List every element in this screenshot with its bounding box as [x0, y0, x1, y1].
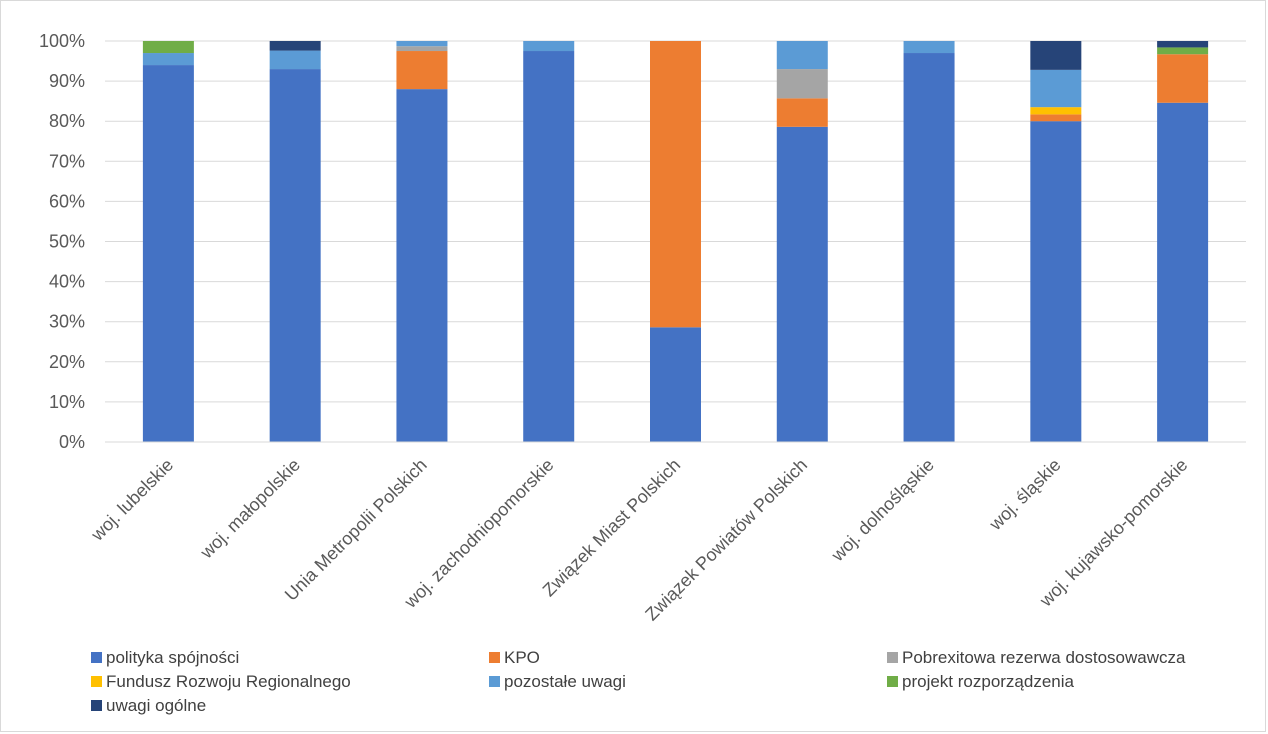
bar-segment — [650, 41, 701, 328]
legend-label: polityka spójności — [106, 648, 239, 667]
y-tick-label: 50% — [49, 232, 85, 252]
legend-item: polityka spójności — [91, 648, 239, 667]
legend-item: KPO — [489, 648, 540, 667]
y-tick-label: 80% — [49, 111, 85, 131]
bar-segment — [903, 53, 955, 442]
bar-segment — [650, 327, 701, 442]
legend-item: projekt rozporządzenia — [887, 672, 1075, 691]
bar-segment — [269, 50, 321, 70]
bar-segment — [776, 98, 828, 127]
bar-segment — [142, 53, 194, 66]
bar-segment — [1030, 114, 1082, 122]
legend-swatch — [91, 700, 102, 711]
bar-segment — [396, 41, 448, 47]
bar-segment — [142, 65, 194, 442]
y-tick-label: 10% — [49, 392, 85, 412]
y-tick-label: 40% — [49, 272, 85, 292]
legend-label: projekt rozporządzenia — [902, 672, 1075, 691]
bar-segment — [1030, 107, 1082, 115]
bar-segment — [1157, 102, 1209, 442]
legend-swatch — [91, 652, 102, 663]
x-tick-label: woj. lubelskie — [87, 455, 178, 546]
legend-item: Pobrexitowa rezerwa dostosowawcza — [887, 648, 1186, 667]
y-tick-label: 30% — [49, 312, 85, 332]
y-tick-label: 70% — [49, 151, 85, 171]
legend-swatch — [887, 676, 898, 687]
x-tick-label: woj. małopolskie — [196, 455, 304, 563]
bar-segment — [523, 41, 575, 52]
bar-segment — [396, 51, 448, 90]
legend-label: Pobrexitowa rezerwa dostosowawcza — [902, 648, 1186, 667]
x-tick-label: woj. kujawsko-pomorskie — [1035, 455, 1191, 611]
legend-swatch — [91, 676, 102, 687]
bar-segment — [269, 69, 321, 442]
y-tick-label: 100% — [39, 31, 85, 51]
legend-swatch — [489, 676, 500, 687]
bar-segment — [776, 126, 828, 443]
bar-segment — [396, 46, 448, 52]
bars — [142, 41, 1209, 443]
x-tick-label: woj. zachodniopomorskie — [400, 455, 558, 613]
bar-segment — [1030, 121, 1082, 442]
bar-segment — [1157, 54, 1209, 103]
legend: polityka spójności KPO Pobrexitowa rezerwa… — [91, 648, 1186, 715]
x-tick-label: woj. dolnośląskie — [827, 455, 938, 566]
bar-segment — [776, 41, 828, 70]
bar-segment — [396, 89, 448, 443]
x-tick-label: Unia Metropolii Polskich — [281, 455, 431, 605]
y-tick-label: 90% — [49, 71, 85, 91]
bar-segment — [142, 41, 194, 54]
bar-segment — [1157, 47, 1209, 55]
legend-item: uwagi ogólne — [91, 696, 206, 715]
legend-label: KPO — [504, 648, 540, 667]
legend-label: Fundusz Rozwoju Regionalnego — [106, 672, 351, 691]
y-tick-label: 60% — [49, 191, 85, 211]
bar-segment — [1030, 69, 1082, 108]
legend-swatch — [887, 652, 898, 663]
x-tick-label: woj. śląskie — [985, 455, 1065, 535]
legend-swatch — [489, 652, 500, 663]
legend-item: Fundusz Rozwoju Regionalnego — [91, 672, 351, 691]
y-axis: 0% 10% 20% 30% 40% 50% 60% 70% 80% 90% 100% — [39, 31, 85, 452]
bar-segment — [776, 69, 828, 99]
y-tick-label: 20% — [49, 352, 85, 372]
bar-segment — [1157, 41, 1209, 48]
bar-segment — [1030, 41, 1082, 70]
bar-segment — [903, 41, 955, 54]
y-tick-label: 0% — [59, 432, 85, 452]
legend-item: pozostałe uwagi — [489, 672, 626, 691]
x-tick-label: Związek Miast Polskich — [539, 455, 685, 601]
bar-segment — [269, 41, 321, 51]
legend-label: uwagi ogólne — [106, 696, 206, 715]
legend-label: pozostałe uwagi — [504, 672, 626, 691]
bar-segment — [523, 51, 575, 443]
